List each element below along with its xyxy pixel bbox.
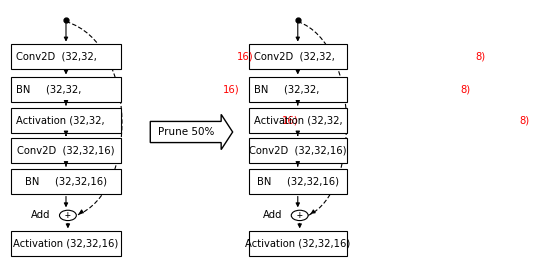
Text: BN     (32,32,: BN (32,32,: [253, 85, 319, 95]
Text: +: +: [297, 210, 302, 220]
Text: Conv2D  (32,32,: Conv2D (32,32,: [16, 52, 97, 62]
Text: 16): 16): [282, 115, 298, 125]
Text: 8): 8): [475, 52, 485, 62]
Text: Add: Add: [31, 210, 51, 220]
Bar: [249, 231, 347, 256]
Text: 16): 16): [223, 85, 239, 95]
Text: Activation (32,32,: Activation (32,32,: [253, 115, 342, 125]
Polygon shape: [150, 114, 233, 150]
Text: Prune 50%: Prune 50%: [158, 127, 214, 137]
Bar: [11, 77, 121, 102]
Text: BN     (32,32,: BN (32,32,: [16, 85, 81, 95]
Text: BN     (32,32,16): BN (32,32,16): [25, 176, 107, 186]
Text: Activation (32,32,16): Activation (32,32,16): [245, 239, 351, 249]
Text: Activation (32,32,: Activation (32,32,: [16, 115, 105, 125]
Bar: [11, 108, 121, 133]
Text: 8): 8): [519, 115, 529, 125]
Bar: [249, 77, 347, 102]
Text: 16): 16): [238, 52, 254, 62]
Text: 8): 8): [460, 85, 470, 95]
Bar: [11, 138, 121, 163]
Bar: [249, 169, 347, 194]
Bar: [11, 231, 121, 256]
Bar: [249, 44, 347, 69]
Bar: [249, 108, 347, 133]
Text: +: +: [65, 210, 71, 220]
Text: Activation (32,32,16): Activation (32,32,16): [13, 239, 118, 249]
Text: Add: Add: [263, 210, 282, 220]
Bar: [11, 44, 121, 69]
Text: Conv2D  (32,32,16): Conv2D (32,32,16): [249, 146, 347, 156]
Text: Conv2D  (32,32,16): Conv2D (32,32,16): [17, 146, 115, 156]
Text: Conv2D  (32,32,: Conv2D (32,32,: [253, 52, 334, 62]
Bar: [11, 169, 121, 194]
Text: BN     (32,32,16): BN (32,32,16): [257, 176, 339, 186]
Bar: [249, 138, 347, 163]
